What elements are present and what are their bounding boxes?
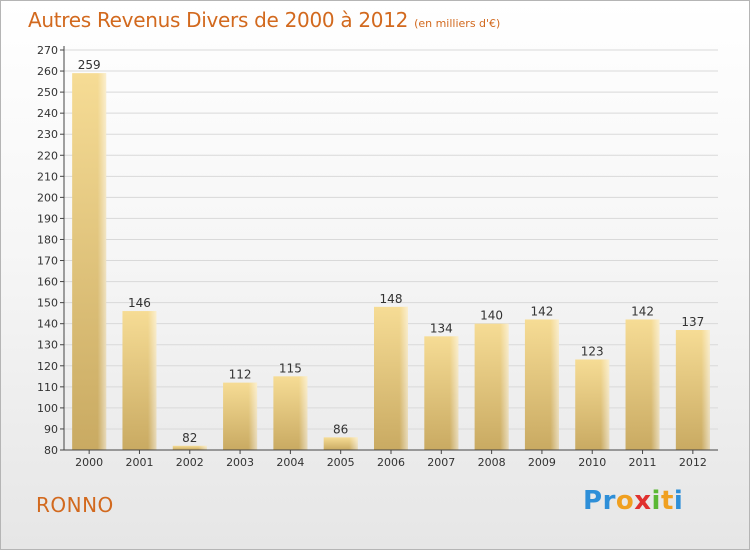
bar-highlight — [72, 73, 107, 450]
logo-letter: P — [583, 486, 603, 516]
y-tick-label: 130 — [37, 339, 58, 352]
bar-value-label: 142 — [530, 304, 553, 318]
logo-letter: i — [673, 486, 684, 516]
y-tick-label: 100 — [37, 402, 58, 415]
bar-value-label: 86 — [333, 422, 348, 436]
bar-highlight — [223, 382, 258, 450]
y-tick-label: 200 — [37, 191, 58, 204]
axes — [60, 46, 718, 454]
bar-highlight — [122, 311, 157, 450]
bar-value-label: 140 — [480, 309, 503, 323]
y-tick-label: 110 — [37, 381, 58, 394]
bar-value-label: 148 — [380, 292, 403, 306]
x-tick-label: 2003 — [226, 456, 254, 469]
y-tick-label: 190 — [37, 212, 58, 225]
x-tick-label: 2005 — [327, 456, 355, 469]
bar-highlight — [625, 319, 660, 450]
logo-letter: x — [634, 486, 652, 516]
bar-highlight — [575, 359, 610, 450]
bars — [72, 73, 710, 450]
y-tick-label: 90 — [44, 423, 58, 436]
x-tick-label: 2006 — [377, 456, 405, 469]
bar-value-label: 82 — [182, 431, 197, 445]
x-tick-label: 2004 — [276, 456, 304, 469]
chart-title-block: Autres Revenus Divers de 2000 à 2012 (en … — [28, 8, 500, 32]
bar-highlight — [524, 319, 559, 450]
y-tick-label: 240 — [37, 107, 58, 120]
x-tick-label: 2002 — [176, 456, 204, 469]
logo-letter: r — [602, 486, 616, 516]
y-tick-label: 170 — [37, 255, 58, 268]
y-tick-label: 270 — [37, 44, 58, 57]
bar-value-label: 123 — [581, 344, 604, 358]
y-tick-label: 220 — [37, 149, 58, 162]
y-tick-label: 230 — [37, 128, 58, 141]
y-tick-label: 160 — [37, 276, 58, 289]
x-tick-label: 2001 — [125, 456, 153, 469]
y-tick-label: 250 — [37, 86, 58, 99]
unit-note: (en milliers d'€) — [414, 17, 501, 30]
labels: 80 90 100 110 120 130 140 150 160 170 180 190 200 210… — [37, 44, 707, 469]
logo-letter: o — [615, 486, 635, 516]
x-tick-label: 2009 — [528, 456, 556, 469]
y-tick-label: 210 — [37, 170, 58, 183]
bar-value-label: 137 — [681, 315, 704, 329]
bar-value-label: 146 — [128, 296, 151, 310]
y-tick-label: 180 — [37, 233, 58, 246]
x-tick-label: 2007 — [427, 456, 455, 469]
bar-highlight — [675, 330, 710, 450]
y-tick-label: 80 — [44, 444, 58, 457]
bar-highlight — [323, 437, 358, 450]
logo-letter: i — [651, 486, 661, 516]
y-tick-label: 140 — [37, 318, 58, 331]
bar-highlight — [424, 336, 459, 450]
y-tick-label: 260 — [37, 65, 58, 78]
bar-highlight — [172, 445, 207, 450]
x-tick-label: 2008 — [478, 456, 506, 469]
chart-title: Autres Revenus Divers de 2000 à 2012 — [28, 8, 409, 32]
bar-value-label: 115 — [279, 361, 302, 375]
x-tick-label: 2011 — [629, 456, 657, 469]
place-name: RONNO — [36, 493, 114, 517]
x-tick-label: 2010 — [578, 456, 606, 469]
bar-value-label: 112 — [229, 368, 252, 382]
y-tick-label: 150 — [37, 297, 58, 310]
bar-highlight — [474, 323, 509, 450]
bar-value-label: 259 — [78, 58, 101, 72]
x-tick-label: 2012 — [679, 456, 707, 469]
bar-highlight — [273, 376, 308, 450]
bar-highlight — [374, 306, 408, 450]
y-tick-label: 120 — [37, 360, 58, 373]
logo-letter: t — [660, 486, 674, 516]
x-tick-label: 2000 — [75, 456, 103, 469]
bar-value-label: 134 — [430, 321, 453, 335]
proxiti-logo: Proxiti — [583, 486, 683, 516]
bar-value-label: 142 — [631, 304, 654, 318]
